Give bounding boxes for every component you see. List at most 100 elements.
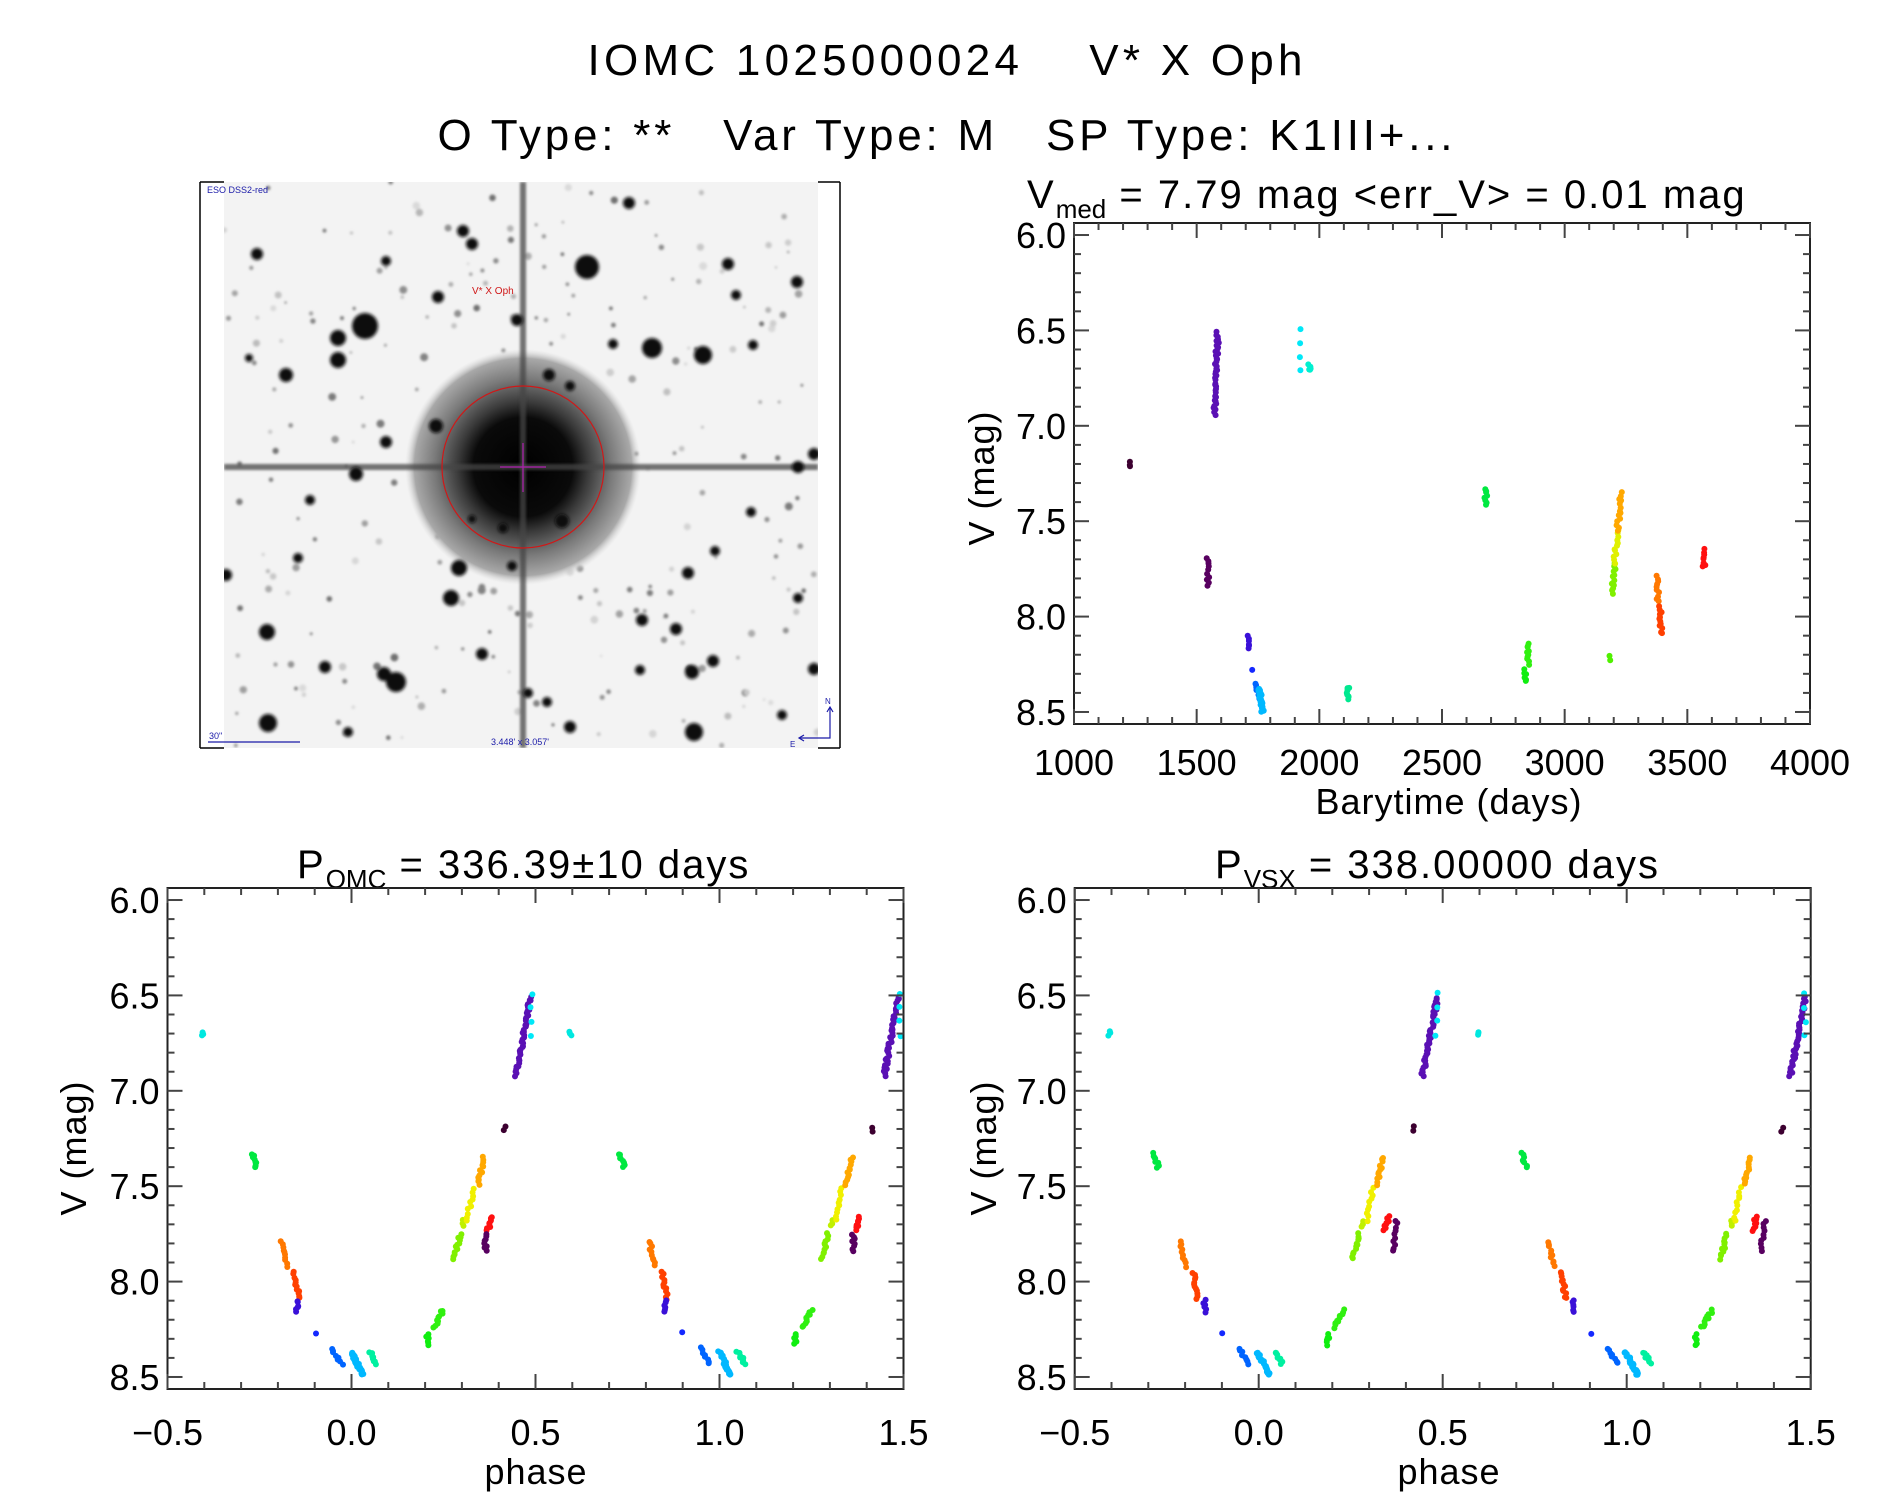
- star: [468, 515, 476, 523]
- data-point: [1249, 666, 1256, 673]
- star: [473, 304, 481, 312]
- star: [564, 183, 572, 192]
- x-tick-label: 2500: [1402, 742, 1482, 783]
- y-tick-label: 8.0: [109, 1262, 159, 1303]
- data-point: [1183, 1264, 1190, 1271]
- star: [765, 241, 772, 249]
- plot-frame: [1073, 222, 1811, 725]
- data-point: [483, 1247, 490, 1254]
- star: [301, 692, 307, 697]
- star: [524, 252, 532, 260]
- x-tick-label: 1.5: [878, 1412, 928, 1453]
- star: [231, 290, 238, 297]
- star: [466, 238, 478, 250]
- phase-plot-omc: POMC = 336.39±10 days phase V (mag) 6.0 6…: [53, 843, 929, 1492]
- star: [514, 707, 522, 716]
- data-point: [1306, 366, 1313, 373]
- star: [719, 268, 725, 274]
- data-point: [488, 1214, 495, 1221]
- star: [813, 728, 818, 737]
- data-point: [1735, 1189, 1742, 1196]
- star: [682, 567, 694, 579]
- data-point: [1545, 1243, 1552, 1250]
- data-point: [199, 1032, 205, 1039]
- star: [349, 467, 363, 481]
- data-point: [1265, 1371, 1272, 1378]
- star: [349, 351, 353, 354]
- star: [443, 590, 459, 606]
- star: [797, 543, 804, 549]
- star: [448, 282, 454, 287]
- data-point: [1700, 560, 1707, 566]
- star: [681, 718, 686, 723]
- x-axis-label: Barytime (days): [1315, 781, 1582, 822]
- data-point: [1355, 1230, 1362, 1237]
- star: [565, 381, 575, 391]
- x-tick-label: 1500: [1157, 742, 1237, 783]
- star: [273, 662, 278, 667]
- data-point: [529, 991, 536, 998]
- data-point: [1213, 328, 1220, 335]
- y-tick-label: 8.5: [1016, 692, 1066, 733]
- star: [610, 196, 618, 204]
- star: [527, 622, 533, 629]
- star: [606, 368, 614, 377]
- data-point: [1618, 489, 1625, 496]
- x-tick-label: −0.5: [132, 1412, 203, 1453]
- y-axis-label: V (mag): [961, 410, 1002, 545]
- data-point: [568, 1032, 575, 1039]
- star: [748, 629, 756, 638]
- star: [451, 323, 457, 329]
- data-point: [850, 1154, 856, 1161]
- star: [714, 556, 718, 560]
- data-point: [1204, 582, 1211, 589]
- star: [429, 419, 443, 433]
- y-tick-label: 6.0: [1016, 215, 1066, 256]
- star: [420, 353, 429, 362]
- star: [457, 225, 469, 237]
- star: [646, 589, 654, 597]
- star: [808, 663, 818, 675]
- star: [249, 265, 254, 270]
- title-subscript: OMC: [326, 864, 387, 894]
- star: [690, 609, 696, 614]
- title-main: P: [1215, 843, 1244, 887]
- star: [507, 561, 517, 571]
- x-tick-label: 0.5: [510, 1412, 560, 1453]
- star: [669, 566, 675, 572]
- star: [777, 400, 781, 404]
- star: [350, 231, 353, 235]
- data-point: [1614, 1359, 1621, 1366]
- finder-image: ESO DSS2-red V* X Oph 30" 3.448' x 3.057…: [199, 181, 841, 749]
- data-point: [1801, 1005, 1807, 1011]
- data-point: [458, 1231, 465, 1238]
- star: [644, 200, 650, 205]
- data-point: [1723, 1230, 1730, 1237]
- star: [724, 712, 732, 720]
- star: [507, 670, 511, 674]
- star: [800, 383, 804, 387]
- star: [272, 387, 277, 392]
- star: [672, 357, 680, 365]
- star: [784, 502, 793, 511]
- data-point: [358, 1371, 365, 1378]
- light-curve-title: Vmed = 7.79 mag <err_V> = 0.01 mag: [1027, 173, 1747, 224]
- star: [654, 234, 658, 237]
- phase-vsx-title: PVSX = 338.00000 days: [1215, 843, 1660, 894]
- star: [784, 239, 792, 246]
- star: [596, 732, 601, 737]
- star: [635, 665, 645, 675]
- data-point: [1366, 1203, 1373, 1210]
- star: [793, 608, 800, 615]
- star: [769, 320, 777, 327]
- star: [589, 190, 594, 196]
- star: [565, 282, 570, 287]
- star: [762, 698, 766, 701]
- star: [454, 310, 462, 318]
- data-point: [897, 1033, 904, 1040]
- data-point: [470, 1185, 477, 1192]
- data-point: [439, 1308, 446, 1314]
- star: [801, 588, 806, 593]
- star: [719, 742, 725, 748]
- star: [417, 702, 426, 710]
